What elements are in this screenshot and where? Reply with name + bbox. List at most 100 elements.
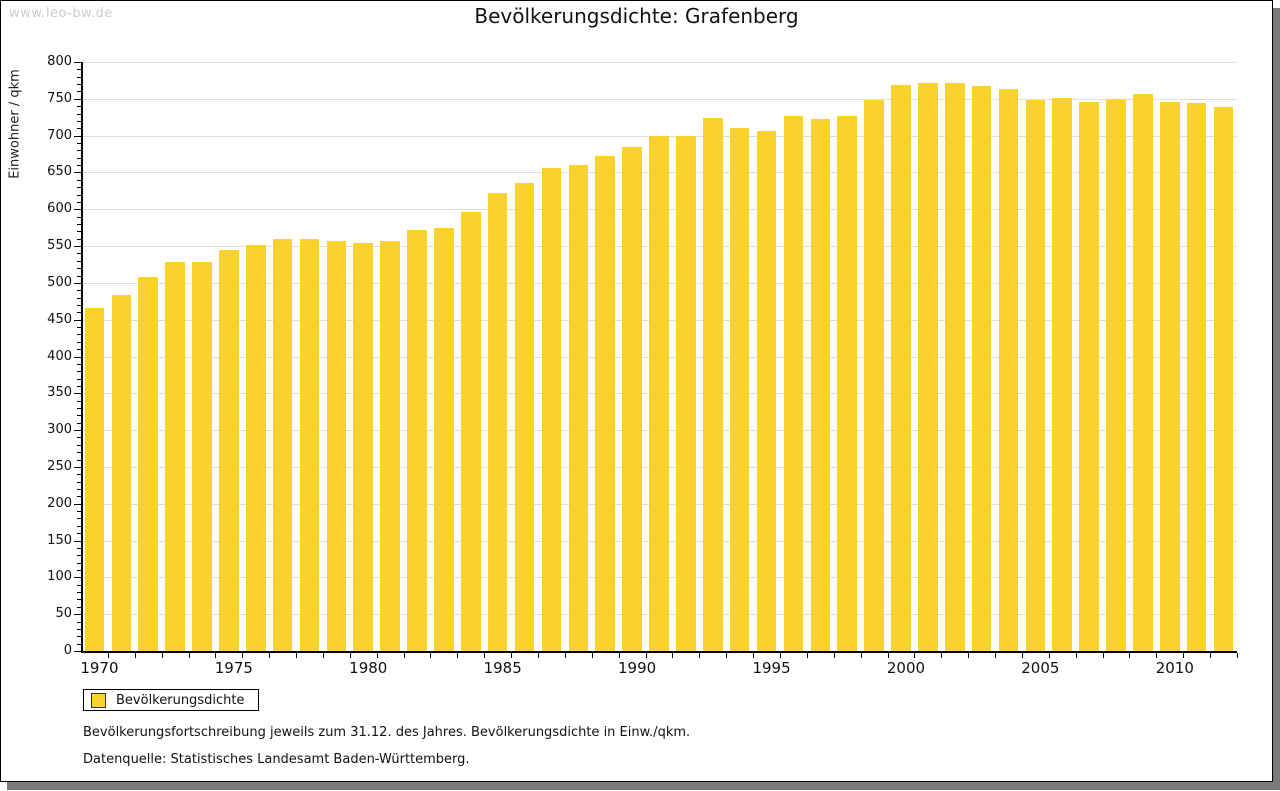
y-minor-tick xyxy=(77,304,81,306)
y-major-tick-750 xyxy=(74,98,81,100)
gridline-800 xyxy=(83,62,1237,63)
x-tick xyxy=(699,653,701,658)
y-minor-tick xyxy=(77,555,81,557)
bar-1998 xyxy=(837,116,857,651)
bar-2007 xyxy=(1079,102,1099,651)
x-tick-label-1975: 1975 xyxy=(214,659,253,677)
y-minor-tick xyxy=(77,511,81,513)
y-minor-tick xyxy=(77,452,81,454)
bar-1970 xyxy=(84,307,105,651)
x-tick xyxy=(779,653,781,658)
bar-2003 xyxy=(971,85,992,651)
x-axis-line xyxy=(81,651,1237,653)
bar-1973 xyxy=(165,261,185,651)
y-minor-tick xyxy=(77,489,81,491)
plot-area: 0 50 100 150 200 250 300 350 400 450 500 550 600 650 7… xyxy=(1,1,1273,701)
y-major-tick-450 xyxy=(74,319,81,321)
bar-2010 xyxy=(1159,101,1180,651)
y-tick-label-450: 450 xyxy=(47,311,72,327)
bar-1988 xyxy=(568,165,589,651)
x-tick xyxy=(968,653,970,658)
y-minor-tick xyxy=(77,69,81,71)
y-minor-tick xyxy=(77,628,81,630)
y-major-tick-100 xyxy=(74,577,81,579)
bar-1982 xyxy=(407,229,427,651)
y-minor-tick xyxy=(77,260,81,262)
x-tick-label-1995: 1995 xyxy=(752,659,791,677)
y-minor-tick xyxy=(77,120,81,122)
x-tick xyxy=(672,653,674,658)
bar-1996 xyxy=(783,115,804,651)
y-tick-label-700: 700 xyxy=(47,127,72,143)
x-tick xyxy=(188,653,190,658)
y-major-tick-550 xyxy=(74,246,81,248)
bar-2011 xyxy=(1186,103,1207,651)
y-tick-label-550: 550 xyxy=(47,238,72,254)
y-minor-tick xyxy=(77,165,81,167)
bar-1987 xyxy=(541,168,562,651)
y-major-tick-600 xyxy=(74,209,81,211)
y-major-tick-350 xyxy=(74,393,81,395)
y-tick-label-600: 600 xyxy=(47,201,72,217)
y-minor-tick xyxy=(77,142,81,144)
y-tick-label-400: 400 xyxy=(47,348,72,364)
y-minor-tick xyxy=(77,547,81,549)
y-minor-tick xyxy=(77,599,81,601)
y-minor-tick xyxy=(77,327,81,329)
bar-1993 xyxy=(702,117,723,651)
y-minor-tick xyxy=(77,525,81,527)
y-minor-tick xyxy=(77,606,81,608)
y-minor-tick xyxy=(77,187,81,189)
bar-1977 xyxy=(272,238,293,651)
x-tick-label-2005: 2005 xyxy=(1021,659,1060,677)
y-minor-tick xyxy=(77,150,81,152)
x-tick xyxy=(538,653,540,658)
x-tick xyxy=(1048,653,1050,658)
x-tick xyxy=(430,653,432,658)
bar-1992 xyxy=(676,136,696,651)
bar-1995 xyxy=(756,131,777,651)
bar-2002 xyxy=(944,83,965,651)
y-minor-tick xyxy=(77,231,81,233)
y-major-tick-650 xyxy=(74,172,81,174)
y-minor-tick xyxy=(77,378,81,380)
y-major-tick-300 xyxy=(74,430,81,432)
y-minor-tick xyxy=(77,290,81,292)
y-tick-label-200: 200 xyxy=(47,495,72,511)
y-major-tick-500 xyxy=(74,282,81,284)
y-tick-label-150: 150 xyxy=(47,532,72,548)
x-tick xyxy=(1183,653,1185,658)
x-tick xyxy=(726,653,728,658)
x-tick-label-2010: 2010 xyxy=(1155,659,1194,677)
bar-1990 xyxy=(622,147,642,651)
x-tick-label-1990: 1990 xyxy=(618,659,657,677)
y-minor-tick xyxy=(77,363,81,365)
x-tick xyxy=(1102,653,1104,658)
bar-2008 xyxy=(1106,98,1126,651)
y-minor-tick xyxy=(77,592,81,594)
x-tick xyxy=(860,653,862,658)
y-minor-tick xyxy=(77,334,81,336)
bar-1983 xyxy=(434,228,454,651)
x-tick xyxy=(833,653,835,658)
bar-2009 xyxy=(1133,93,1153,651)
x-tick-label-1980: 1980 xyxy=(349,659,388,677)
y-minor-tick xyxy=(77,422,81,424)
y-minor-tick xyxy=(77,643,81,645)
y-major-tick-700 xyxy=(74,135,81,137)
x-tick xyxy=(941,653,943,658)
bar-1999 xyxy=(864,100,884,651)
bar-2005 xyxy=(1025,99,1046,651)
x-tick xyxy=(107,653,109,658)
y-minor-tick xyxy=(77,481,81,483)
x-tick xyxy=(914,653,916,658)
y-minor-tick xyxy=(77,496,81,498)
y-major-tick-800 xyxy=(74,62,81,63)
y-minor-tick xyxy=(77,253,81,255)
y-minor-tick xyxy=(77,223,81,225)
legend-label: Bevölkerungsdichte xyxy=(116,692,245,708)
y-minor-tick xyxy=(77,474,81,476)
y-minor-tick xyxy=(77,157,81,159)
x-tick xyxy=(403,653,405,658)
